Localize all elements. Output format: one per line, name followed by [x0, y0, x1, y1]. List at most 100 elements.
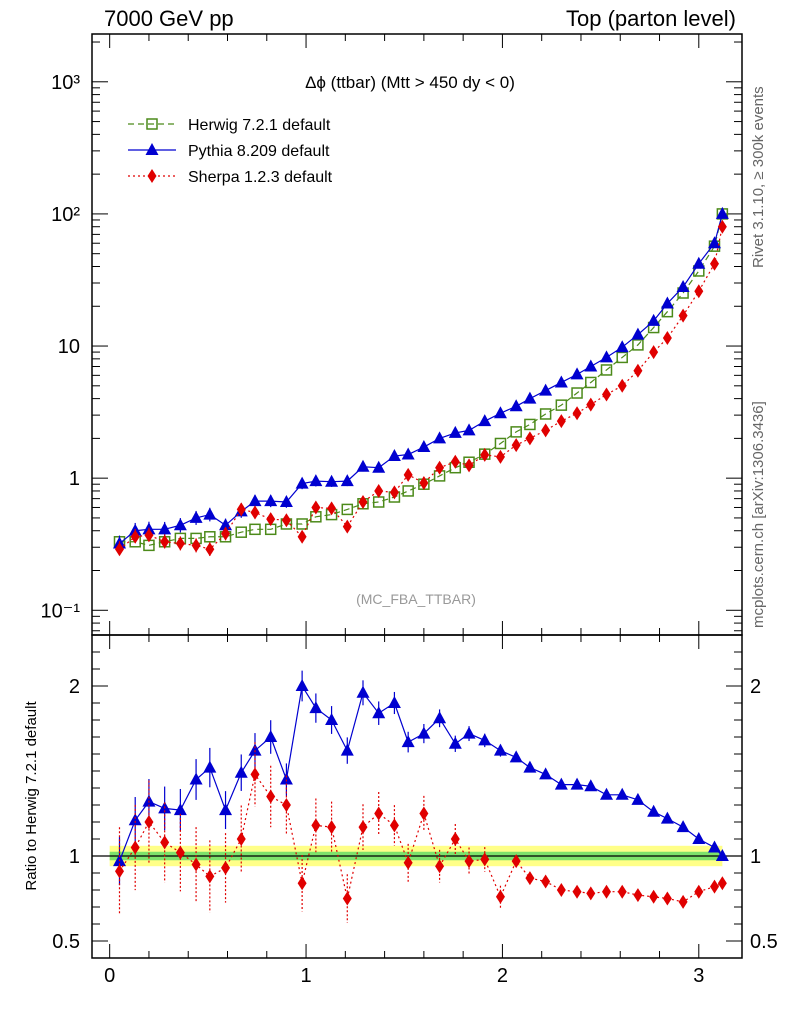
main-series-line: [119, 213, 723, 546]
ratio-y-tick-label-right: 2: [750, 676, 761, 698]
main-point: [511, 438, 521, 453]
main-point: [295, 476, 309, 489]
ratio-y-tick-label: 2: [69, 676, 80, 698]
main-point: [419, 475, 429, 490]
ratio-point: [374, 806, 384, 821]
ratio-point: [584, 779, 598, 792]
main-point: [309, 474, 323, 487]
main-point: [266, 512, 276, 527]
ratio-point: [234, 765, 248, 778]
ratio-point: [417, 726, 431, 739]
ratio-point: [556, 883, 566, 897]
ratio-point: [356, 685, 370, 698]
ratio-point: [710, 879, 720, 894]
ratio-point: [250, 767, 260, 782]
ratio-ylabel: Ratio to Herwig 7.2.1 default: [23, 701, 40, 891]
main-point: [372, 460, 386, 473]
x-tick-label: 3: [693, 965, 704, 987]
main-point: [539, 383, 553, 396]
ratio-point: [433, 711, 447, 724]
ratio-point: [205, 869, 215, 884]
ratio-point: [600, 787, 614, 800]
ratio-point: [631, 792, 645, 805]
ratio-point: [617, 884, 627, 899]
ratio-point: [676, 820, 690, 833]
main-point: [281, 513, 291, 528]
ratio-point: [435, 859, 445, 874]
ratio-point: [340, 743, 354, 756]
main-point: [389, 485, 399, 500]
main-point: [173, 518, 187, 531]
ratio-point: [678, 894, 688, 909]
rivet-label: Rivet 3.1.10, ≥ 300k events: [750, 86, 767, 268]
main-point: [340, 474, 354, 487]
main-point: [539, 408, 552, 420]
legend: Herwig 7.2.1 default Pythia 8.209 default…: [128, 117, 333, 186]
x-tick-label: 0: [104, 965, 115, 987]
main-point: [356, 459, 370, 472]
main-point: [311, 500, 321, 515]
main-point: [464, 458, 474, 473]
main-point: [523, 391, 537, 404]
main-point: [660, 296, 674, 309]
main-point: [175, 536, 185, 551]
ratio-point: [248, 743, 262, 756]
main-point: [556, 414, 566, 429]
main-point: [403, 467, 413, 482]
main-point: [401, 447, 415, 460]
ratio-point: [144, 815, 154, 829]
main-point: [297, 529, 307, 544]
ratio-point: [717, 876, 727, 891]
main-point: [524, 418, 536, 431]
main-point: [205, 542, 215, 557]
legend-marker: [147, 169, 157, 183]
y-tick-label: 10³: [51, 72, 80, 94]
main-point: [678, 308, 688, 323]
ratio-point: [327, 820, 337, 835]
ratio-point: [647, 804, 661, 817]
main-point: [692, 256, 706, 269]
ratio-point: [266, 789, 276, 804]
main-point: [495, 449, 505, 464]
main-point: [710, 256, 720, 271]
main-point: [221, 526, 231, 541]
main-point: [189, 510, 203, 523]
legend-label: Pythia 8.209 default: [188, 143, 330, 160]
x-tick-label: 1: [300, 965, 311, 987]
ratio-point: [586, 886, 596, 901]
main-point: [584, 359, 598, 372]
main-point: [586, 397, 596, 412]
uncertainty-band: [92, 845, 742, 867]
x-tick-label: 2: [497, 965, 508, 987]
ratio-point: [692, 832, 706, 844]
main-point: [279, 495, 293, 508]
main-point: [662, 331, 672, 346]
ratio-point: [389, 818, 399, 833]
watermark: (MC_FBA_TTBAR): [356, 591, 476, 607]
ratio-point: [662, 891, 672, 906]
main-point: [417, 440, 431, 453]
ratio-point: [130, 840, 140, 855]
ratio-point: [358, 820, 368, 835]
main-point: [435, 460, 445, 475]
main-point: [144, 528, 154, 543]
ratio-point: [480, 852, 490, 867]
ratio-point: [448, 736, 462, 749]
legend-marker: [146, 118, 158, 130]
ratio-point: [160, 835, 170, 850]
ratio-y-tick-label-right: 1: [750, 846, 761, 868]
main-point: [374, 483, 384, 498]
main-point: [632, 339, 644, 351]
ratio-point: [219, 803, 233, 816]
main-point: [191, 538, 201, 553]
ratio-point: [295, 679, 309, 691]
ratio-point: [708, 840, 722, 853]
main-series-line: [119, 226, 723, 550]
ratio-point: [649, 889, 659, 904]
ratio-point: [419, 806, 429, 821]
ratio-point: [297, 876, 307, 891]
main-point: [649, 345, 659, 360]
ratio-point: [403, 855, 413, 870]
main-point: [450, 454, 460, 469]
main-point: [433, 431, 447, 444]
